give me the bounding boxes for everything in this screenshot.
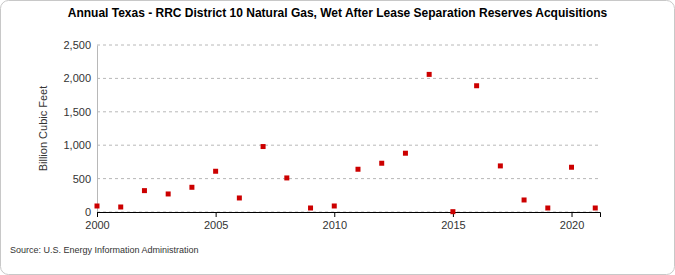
point [95,203,100,208]
y-tick-label: 2,000 [63,72,91,84]
grid-line [97,45,600,46]
x-tick-label: 2015 [441,219,465,231]
title: Annual Texas - RRC District 10 Natural G… [68,6,608,20]
y-tick-label: 2,500 [63,39,91,51]
x-tick-mark [216,212,217,217]
y-tick: 500 [73,173,97,185]
point [545,205,550,210]
y-tick-label: 1,500 [63,106,91,118]
y-tick: 1,000 [63,139,97,151]
point [237,195,242,200]
y-axis: 0 500 1,000 1,500 2,000 2,500 [63,39,97,218]
x-tick-mark [572,212,573,217]
y-tick-label: 1,000 [63,139,91,151]
x-tick: 2010 [323,212,347,231]
point [166,191,171,196]
point [498,163,503,168]
y-tick: 2,500 [63,39,97,51]
point [355,167,360,172]
point [142,188,147,193]
y-tick-label: 0 [85,206,91,218]
y-tick: 1,500 [63,106,97,118]
y-axis-line [97,46,98,213]
chart-frame [1,1,675,275]
y-tick: 2,000 [63,72,97,84]
point [427,72,432,77]
x-tick-mark [334,212,335,217]
point [474,83,479,88]
grid-line [97,78,600,79]
grid-line [97,178,600,179]
grid-line [97,111,600,112]
y-tick-label: 500 [73,173,91,185]
grid [97,45,600,212]
point [261,144,266,149]
y-axis-title: Billion Cubic Feet [37,86,49,172]
point [332,203,337,208]
points [95,72,598,214]
point [379,161,384,166]
point [308,205,313,210]
x-tick: 2000 [85,212,109,231]
x-tick-label: 2000 [85,219,109,231]
x-axis: 2000 2005 2010 2015 2020 [85,212,600,231]
x-tick-label: 2020 [560,219,584,231]
x-tick-label: 2010 [323,219,347,231]
point [118,204,123,209]
x-tick-label: 2005 [204,219,228,231]
point [403,151,408,156]
grid-line [97,145,600,146]
chart: 0 500 1,000 1,500 2,000 2,500 2000 2005 2010 2015… [0,0,675,275]
point [284,175,289,180]
point [593,205,598,210]
point [569,165,574,170]
point [522,197,527,202]
x-tick: 2015 [441,212,465,231]
point [213,169,218,174]
x-axis-line [98,213,601,218]
point [450,209,455,214]
x-tick: 2005 [204,212,228,231]
x-tick: 2020 [560,212,584,231]
point [189,185,194,190]
x-tick-mark [97,212,98,217]
source-note: Source: U.S. Energy Information Administ… [10,245,199,255]
